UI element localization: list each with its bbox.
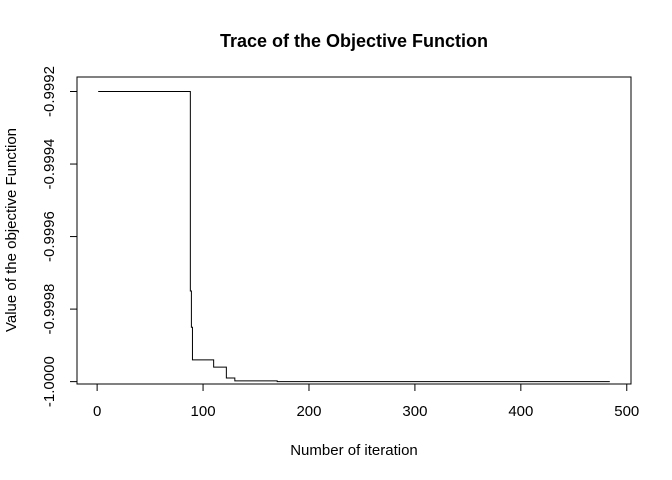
chart-title: Trace of the Objective Function xyxy=(220,31,488,51)
x-axis: 0 100 200 300 400 500 xyxy=(93,383,639,420)
y-tick-label: -1.0000 xyxy=(41,356,58,407)
series-group xyxy=(98,91,610,383)
x-tick-label: 400 xyxy=(508,403,533,420)
y-tick-label: -0.9994 xyxy=(41,139,58,190)
y-axis: -1.0000 -0.9998 -0.9996 -0.9994 -0.9992 xyxy=(41,66,78,407)
x-tick-label: 300 xyxy=(402,403,427,420)
y-tick-label: -0.9992 xyxy=(41,66,58,117)
x-axis-label: Number of iteration xyxy=(290,442,418,459)
y-axis-label: Value of the objective Function xyxy=(3,128,20,332)
x-tick-label: 500 xyxy=(614,403,639,420)
series-line xyxy=(98,91,610,383)
y-tick-label: -0.9998 xyxy=(41,284,58,335)
x-tick-label: 100 xyxy=(191,403,216,420)
y-tick-label: -0.9996 xyxy=(41,211,58,262)
x-tick-label: 0 xyxy=(93,403,101,420)
x-tick-label: 200 xyxy=(296,403,321,420)
